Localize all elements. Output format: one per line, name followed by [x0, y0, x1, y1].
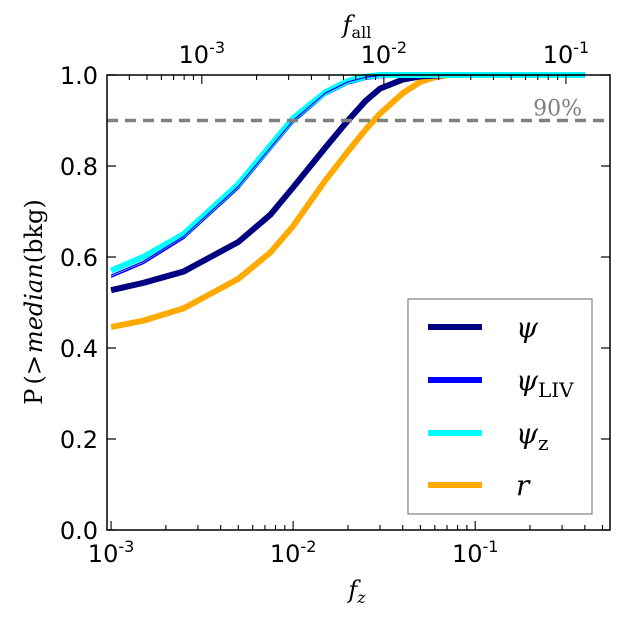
y-tick-label: 0.4	[60, 335, 98, 363]
legend-label: ψ	[516, 311, 539, 344]
legend-label: ψLIV	[516, 364, 574, 402]
plot-frame	[106, 74, 611, 531]
x-tick-label: 10-2	[270, 537, 317, 568]
y-tick-label: 0.0	[60, 517, 98, 545]
y-tick-label: 0.2	[60, 426, 98, 454]
top-tick-label: 10-1	[543, 38, 590, 69]
reference-line-label: 90%	[533, 97, 582, 122]
x-tick-label: 10-1	[452, 537, 499, 568]
y-axis-label: P(>median(bkg)	[20, 199, 48, 404]
y-tick-label: 0.8	[60, 153, 98, 181]
top-tick-label: 10-2	[361, 38, 408, 69]
top-axis-label: fall	[341, 11, 372, 42]
legend-box	[407, 298, 593, 515]
legend-label: ψz	[516, 417, 549, 455]
ticks-layer: 0.0 0.2 0.4 0.6 0.8 1.0 10-3 10-2 10-1 10-3 10-2 10…	[60, 38, 610, 568]
y-tick-label: 0.6	[60, 244, 98, 272]
reference-line-layer: 90%	[107, 97, 610, 123]
top-tick-label: 10-3	[179, 38, 226, 69]
x-tick-label: 10-3	[88, 537, 134, 568]
legend: ψ ψLIV ψz r	[407, 298, 593, 515]
x-axis-label: fz	[346, 576, 366, 607]
legend-items: ψ ψLIV ψz r	[428, 311, 574, 502]
y-tick-label: 1.0	[60, 62, 98, 90]
legend-label: r	[516, 469, 531, 502]
